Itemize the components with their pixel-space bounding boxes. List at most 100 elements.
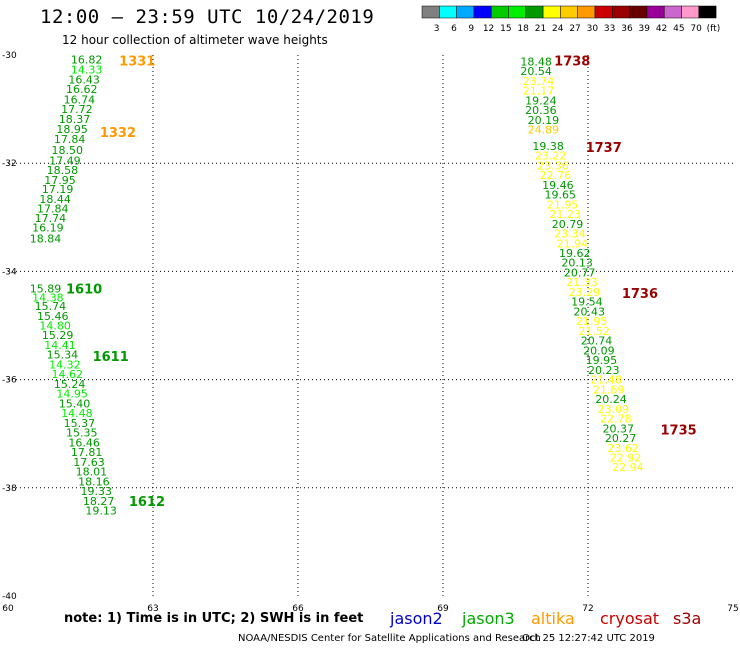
wave-height-label: 22.76 (540, 169, 572, 182)
wave-height-label: 15.24 (54, 378, 86, 391)
wave-height-label: 23.34 (554, 228, 586, 241)
wave-height-label: 20.23 (588, 364, 620, 377)
wave-height-label: 15.46 (37, 310, 69, 323)
y-tick-label: -40 (2, 592, 17, 602)
colorbar-swatch (456, 5, 475, 19)
wave-height-label: 21.33 (566, 276, 598, 289)
wave-height-label: 19.54 (571, 296, 603, 309)
wave-height-label: 18.95 (56, 123, 87, 136)
wave-height-label: 16.74 (64, 93, 95, 106)
chart-title: 12:00 – 23:59 UTC 10/24/2019 (40, 6, 375, 28)
wave-height-label: 19.65 (545, 189, 577, 202)
wave-height-label: 19.33 (81, 485, 113, 498)
wave-height-label: 16.43 (68, 73, 100, 86)
wave-height-label: 18.01 (76, 466, 108, 479)
colorbar-label: (ft) (707, 24, 721, 34)
wave-height-label: 20.54 (520, 65, 552, 78)
wave-height-label: 15.40 (59, 397, 91, 410)
wave-height-label: 20.43 (574, 305, 606, 318)
wave-height-label: 18.27 (83, 495, 115, 508)
wave-height-label: 20.79 (552, 218, 584, 231)
wave-height-label: 17.74 (35, 212, 66, 225)
units-note: note: 1) Time is in UTC; 2) SWH is in fe… (64, 611, 364, 626)
colorbar-label: 39 (639, 24, 651, 34)
pass-time-label: 1737 (586, 141, 622, 156)
pass-time-label: 1738 (554, 54, 590, 69)
colorbar-swatch (577, 5, 596, 19)
colorbar-swatch (525, 5, 544, 19)
wave-height-label: 17.63 (73, 456, 105, 469)
wave-height-label: 17.84 (54, 133, 86, 146)
wave-height-values: 16.8214.3316.4316.6216.7417.7218.3718.95… (30, 53, 644, 517)
colorbar-label: 27 (569, 24, 580, 34)
wave-height-label: 14.48 (61, 407, 93, 420)
wave-height-label: 14.62 (52, 368, 84, 381)
color-bar: 3 6 9 12 15 18 21 24 27 30 33 36 39 42 45 70 (ft) (421, 5, 721, 34)
pass-time-label: 1610 (66, 283, 102, 298)
wave-height-label: 22.92 (610, 452, 642, 465)
wave-height-label: 17.49 (49, 154, 80, 167)
pass-time-labels: 1331 1332 1610 1611 1612 1738 1737 1736 1735 (66, 54, 697, 509)
pass-time-label: 1736 (622, 287, 658, 302)
legend-s3a: s3a (673, 609, 702, 628)
colorbar-swatch (681, 5, 700, 19)
wave-height-label: 18.58 (47, 164, 79, 177)
x-tick-label: 66 (292, 604, 304, 614)
wave-height-label: 21.95 (576, 315, 608, 328)
y-tick-label: -30 (2, 51, 17, 61)
wave-height-label: 21.69 (593, 383, 625, 396)
colorbar-swatch (646, 5, 665, 19)
colorbar-swatch (490, 5, 509, 19)
colorbar-swatch (663, 5, 682, 19)
y-tick-label: -34 (2, 267, 17, 277)
x-tick-label: 60 (2, 604, 14, 614)
wave-height-label: 17.19 (42, 183, 73, 196)
wave-height-label: 21.23 (549, 208, 581, 221)
colorbar-label: 70 (690, 24, 702, 34)
wave-height-label: 14.38 (32, 291, 64, 304)
wave-height-label: 20.77 (564, 266, 596, 279)
colorbar-swatch (560, 5, 578, 19)
wave-height-label: 16.62 (66, 83, 98, 96)
x-tick-label: 69 (437, 604, 449, 614)
wave-height-label: 15.34 (47, 349, 79, 362)
wave-height-label: 14.95 (56, 388, 87, 401)
footer-timestamp: Oct 25 12:27:42 UTC 2019 (522, 633, 655, 644)
colorbar-swatch (629, 5, 648, 19)
colorbar-label: 21 (535, 24, 546, 34)
wave-height-label: 20.37 (603, 422, 635, 435)
wave-height-label: 20.13 (561, 257, 593, 270)
colorbar-label: 24 (552, 24, 564, 34)
wave-height-label: 19.95 (586, 354, 618, 367)
wave-height-label: 19.62 (559, 247, 591, 260)
wave-height-label: 19.24 (525, 94, 557, 107)
wave-height-label: 19.38 (532, 140, 564, 153)
pass-time-label: 1612 (129, 495, 165, 510)
colorbar-label: 9 (468, 24, 474, 34)
colorbar-swatch (421, 5, 440, 19)
wave-height-label: 21.17 (523, 85, 555, 98)
colorbar-label: 3 (434, 24, 440, 34)
legend-altika: altika (531, 609, 575, 628)
wave-height-label: 20.24 (595, 393, 627, 406)
wave-height-label: 17.81 (71, 446, 103, 459)
wave-height-label: 16.82 (71, 53, 103, 66)
legend-jason2: jason2 (390, 609, 443, 628)
axis-tick-labels: 60 63 66 69 72 75 -30 -32 -34 -36 -38 -40 (2, 51, 739, 614)
y-tick-label: -38 (2, 484, 17, 494)
colorbar-label: 6 (451, 24, 457, 34)
wave-height-label: 23.29 (569, 286, 601, 299)
wave-height-label: 20.74 (581, 335, 613, 348)
wave-height-label: 19.46 (542, 179, 574, 192)
wave-height-label: 22.94 (612, 461, 644, 474)
wave-height-label: 15.37 (64, 417, 95, 430)
wave-height-label: 21.52 (578, 325, 610, 338)
wave-height-label: 22.78 (600, 413, 632, 426)
wave-height-label: 23.62 (607, 442, 639, 455)
wave-height-label: 17.72 (61, 103, 93, 116)
wave-height-label: 17.84 (37, 203, 69, 216)
wave-height-label: 14.33 (71, 64, 103, 77)
wave-height-label: 18.37 (59, 113, 91, 126)
colorbar-label: 33 (604, 24, 615, 34)
y-tick-label: -32 (2, 159, 17, 169)
